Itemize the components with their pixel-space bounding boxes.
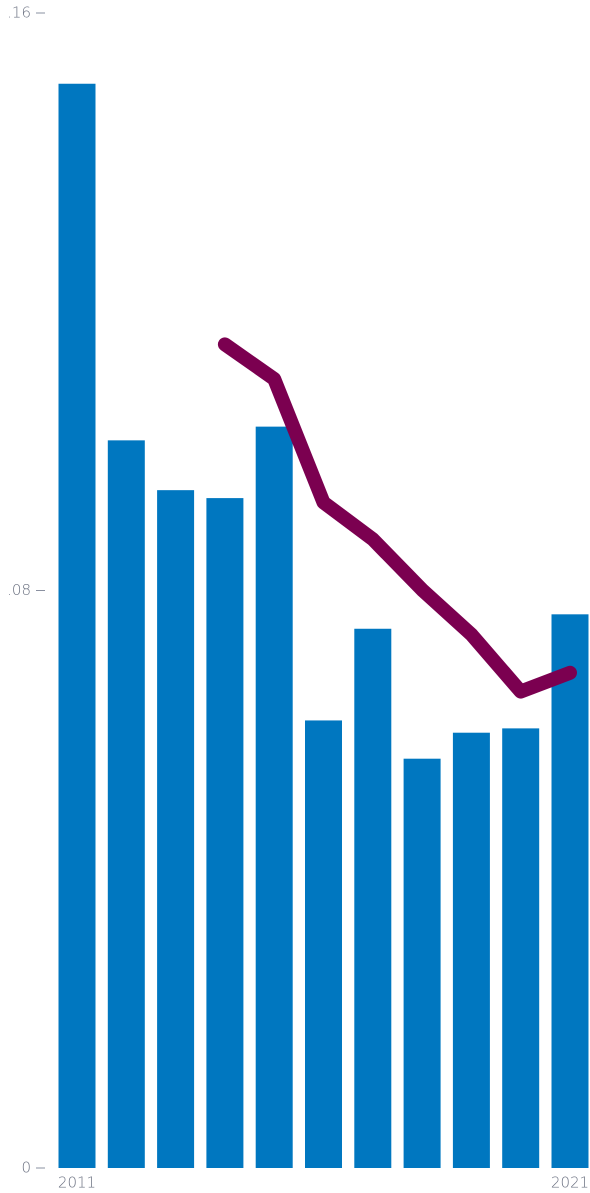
bar: [354, 628, 392, 1168]
bar: [452, 732, 490, 1168]
bar: [157, 490, 195, 1168]
x-tick-label: 2021: [551, 1174, 589, 1192]
bar: [551, 614, 589, 1168]
bar: [107, 440, 145, 1169]
bar: [206, 498, 244, 1169]
line: [217, 337, 577, 699]
bar: [255, 426, 293, 1168]
y-tick-label: .16: [7, 4, 31, 22]
x-tick-label: 2011: [58, 1174, 96, 1192]
y-tick-label: .08: [7, 581, 31, 599]
bar: [502, 728, 540, 1168]
bar: [58, 83, 96, 1168]
bar: [403, 758, 441, 1168]
y-tick-label: 0: [21, 1159, 31, 1177]
bar: [305, 720, 342, 1168]
